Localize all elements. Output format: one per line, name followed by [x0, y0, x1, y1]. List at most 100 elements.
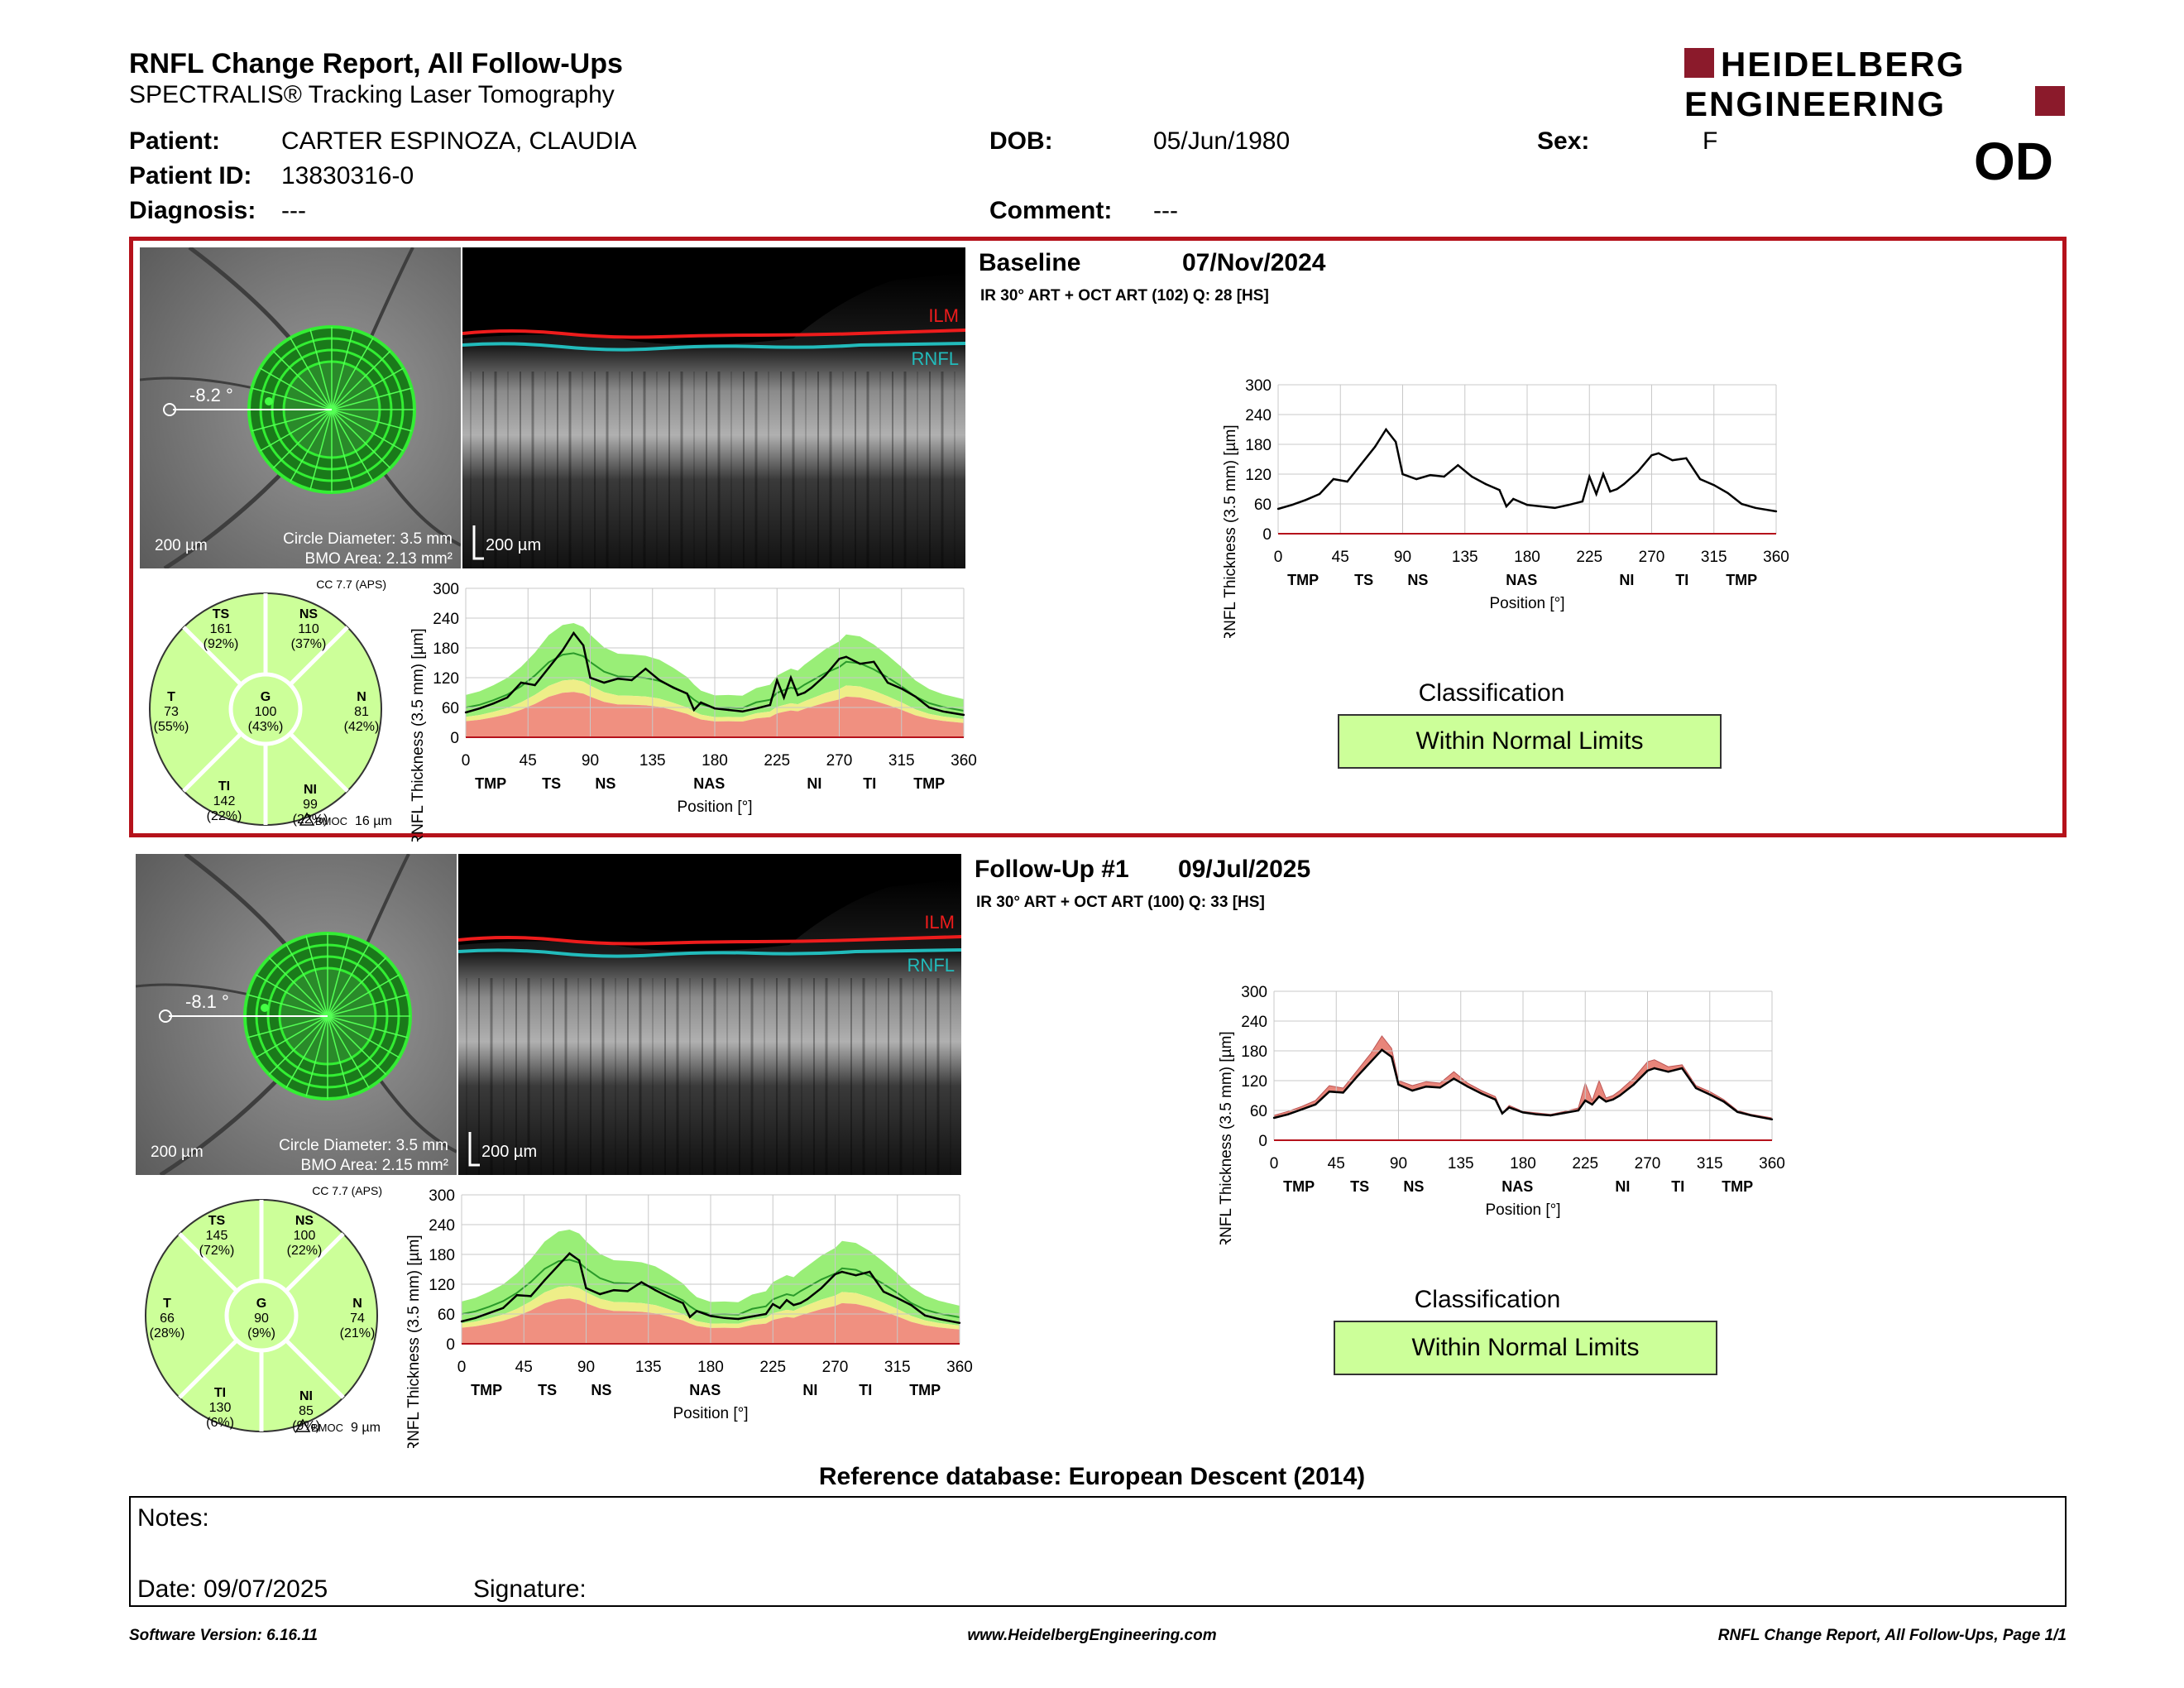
y-axis-label: RNFL Thickness (3.5 mm) [µm] — [410, 628, 427, 842]
report-subtitle: SPECTRALIS® Tracking Laser Tomography — [129, 81, 615, 108]
rnfl-data-point — [1305, 499, 1307, 501]
rnfl-data-point — [1667, 1071, 1669, 1073]
rnfl-data-point — [797, 693, 799, 697]
y-axis-label: RNFL Thickness (3.5 mm) [µm] — [405, 1235, 423, 1448]
sector-ni-label: NI — [299, 1389, 313, 1403]
ilm-label: ILM — [924, 912, 955, 933]
rnfl-data-point — [1425, 1086, 1428, 1088]
rnfl-data-point — [810, 686, 813, 689]
rnfl-data-point — [855, 1274, 857, 1277]
sector-n-percent: (21%) — [340, 1326, 376, 1340]
x-tick-label: 90 — [582, 752, 599, 770]
rnfl-data-point — [962, 713, 965, 717]
rnfl-data-point — [1466, 1086, 1469, 1088]
ilm-label: ILM — [928, 305, 959, 326]
rnfl-data-point — [548, 666, 550, 669]
rnfl-data-point — [785, 1299, 788, 1302]
y-tick-label: 240 — [1241, 1014, 1267, 1031]
rnfl-data-point — [1770, 1118, 1774, 1120]
sector-position-label: TMP — [475, 775, 506, 792]
scan-title: Follow-Up #1 — [975, 856, 1129, 883]
x-tick-label: 180 — [1510, 1155, 1536, 1172]
eye-indicator: OD — [1974, 132, 2053, 191]
sector-ns-label: NS — [295, 1214, 314, 1228]
rnfl-data-point — [529, 1295, 532, 1297]
y-tick-label: 180 — [433, 640, 459, 658]
comment-value: --- — [1153, 197, 1178, 224]
rnfl-data-point — [834, 1273, 836, 1276]
rnfl-data-point — [1694, 1086, 1698, 1090]
x-tick-label: 180 — [702, 752, 728, 770]
x-tick-label: 0 — [462, 752, 471, 770]
sector-ti-percent: (6%) — [206, 1416, 234, 1430]
rnfl-thickness-line — [461, 1252, 960, 1325]
sector-ti-label: TI — [214, 1386, 226, 1400]
sector-position-label: TI — [1671, 1178, 1684, 1195]
sector-ts-label: TS — [213, 607, 230, 621]
x-tick-label: 45 — [515, 1359, 533, 1376]
rnfl-data-point — [820, 1287, 822, 1289]
rnfl-data-point — [1554, 506, 1556, 509]
rnfl-data-point — [824, 674, 826, 677]
notes-box[interactable]: Notes: Date: 09/07/2025 Signature: — [129, 1496, 2067, 1607]
patient-label: Patient: — [129, 127, 221, 155]
rnfl-data-point — [1698, 477, 1702, 481]
x-tick-label: 45 — [1328, 1155, 1345, 1172]
rnfl-data-point — [644, 668, 647, 670]
sector-position-label: NI — [1615, 1178, 1630, 1195]
rnfl-data-point — [1588, 475, 1591, 478]
bmoc-label: BMOC — [311, 1422, 343, 1434]
rnfl-data-point — [1681, 1067, 1684, 1070]
rnfl-data-point — [626, 1290, 629, 1292]
rnfl-data-point — [923, 1314, 927, 1316]
x-tick-label: 270 — [1635, 1155, 1661, 1172]
x-tick-label: 135 — [1448, 1155, 1474, 1172]
rnfl-data-point — [1415, 477, 1418, 481]
bscan-scale: 200 µm — [486, 536, 541, 554]
rnfl-data-point — [696, 1310, 698, 1312]
rnfl-data-point — [1501, 1112, 1504, 1115]
angle-label: -8.2 ° — [189, 385, 233, 405]
rnfl-data-point — [692, 708, 696, 712]
classification-result: Within Normal Limits — [1338, 714, 1722, 769]
fundus-image: -8.2 ° 200 µm Circle Diameter: 3.5 mm BMO A… — [140, 247, 461, 568]
rnfl-data-point — [589, 676, 592, 679]
sector-ti-label: TI — [218, 779, 230, 794]
rnfl-data-point — [1494, 1098, 1497, 1101]
rnfl-data-point — [1291, 504, 1293, 506]
rnfl-data-point — [557, 1264, 560, 1267]
x-axis-label: Position [°] — [1485, 1201, 1560, 1219]
rnfl-data-point — [927, 706, 931, 709]
sector-ts-percent: (92%) — [204, 637, 239, 651]
y-tick-label: 240 — [429, 1217, 455, 1235]
sex-value: F — [1703, 127, 1718, 155]
rnfl-data-point — [1470, 475, 1473, 478]
rnfl-data-point — [572, 631, 575, 635]
rnfl-data-point — [492, 703, 495, 705]
cc-label: CC 7.7 (APS) — [316, 578, 386, 591]
x-tick-label: 315 — [888, 752, 915, 770]
y-tick-label: 300 — [1245, 377, 1272, 395]
rnfl-data-point — [1505, 505, 1508, 508]
scan-panel-followup-1[interactable]: -8.1 ° 200 µm Circle Diameter: 3.5 mm BMO A… — [129, 847, 2067, 1453]
sector-position-label: TI — [1675, 572, 1688, 588]
rnfl-data-point — [859, 663, 861, 665]
sector-position-label: NI — [1619, 572, 1634, 588]
sector-position-label: NI — [802, 1382, 817, 1398]
sector-n-percent: (42%) — [344, 720, 380, 734]
notes-label: Notes: — [137, 1504, 209, 1532]
classification-title: Classification — [1418, 679, 1565, 707]
rnfl-data-point — [1356, 1076, 1358, 1078]
rnfl-data-point — [723, 1316, 726, 1319]
rnfl-data-point — [577, 1259, 581, 1262]
scan-panel-baseline[interactable]: -8.2 ° 200 µm Circle Diameter: 3.5 mm BMO A… — [129, 237, 2067, 846]
rnfl-data-point — [789, 676, 793, 679]
rnfl-data-point — [1609, 490, 1612, 493]
sector-ti-value: 142 — [213, 794, 236, 808]
circle-diameter: Circle Diameter: 3.5 mm — [279, 1137, 448, 1154]
rnfl-data-point — [1595, 492, 1597, 496]
rnfl-data-point — [1272, 1116, 1276, 1120]
rnfl-data-point — [1346, 480, 1348, 483]
y-tick-label: 300 — [433, 581, 459, 598]
y-tick-label: 60 — [1250, 1103, 1267, 1120]
